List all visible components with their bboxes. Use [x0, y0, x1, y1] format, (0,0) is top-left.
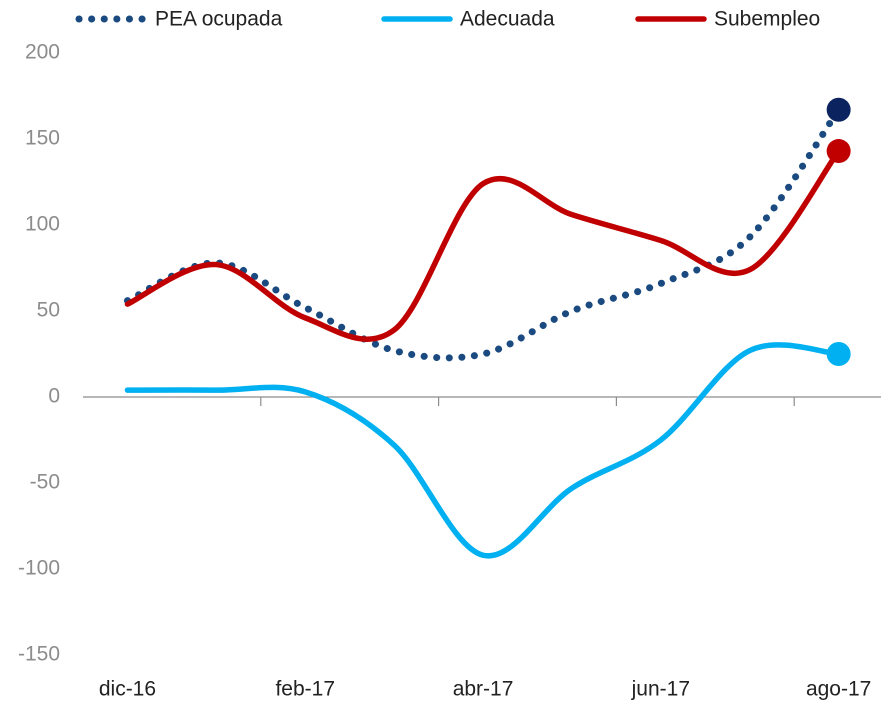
- series-line: [124, 148, 842, 342]
- legend-label: PEA ocupada: [155, 8, 283, 31]
- x-tick-label: abr-17: [453, 678, 514, 701]
- x-tick-label: dic-16: [99, 678, 156, 701]
- end-marker: [826, 139, 851, 164]
- legend-label: Subempleo: [714, 8, 820, 31]
- y-tick-label: 50: [37, 299, 60, 322]
- y-tick-label: 150: [25, 127, 60, 150]
- end-marker: [826, 342, 851, 366]
- x-tick-label: jun-17: [631, 678, 690, 701]
- y-tick-label: -100: [18, 557, 60, 580]
- y-tick-label: 0: [48, 385, 60, 408]
- y-tick-label: 100: [25, 213, 60, 236]
- x-tick-label: ago-17: [806, 678, 871, 701]
- y-tick-label: -150: [18, 643, 60, 666]
- legend-label: Adecuada: [460, 8, 555, 31]
- y-tick-label: -50: [30, 471, 60, 494]
- y-tick-label: 200: [25, 41, 60, 64]
- series-line: [124, 342, 842, 559]
- series-line: [123, 106, 843, 362]
- end-marker: [826, 97, 851, 122]
- x-tick-label: feb-17: [275, 678, 335, 701]
